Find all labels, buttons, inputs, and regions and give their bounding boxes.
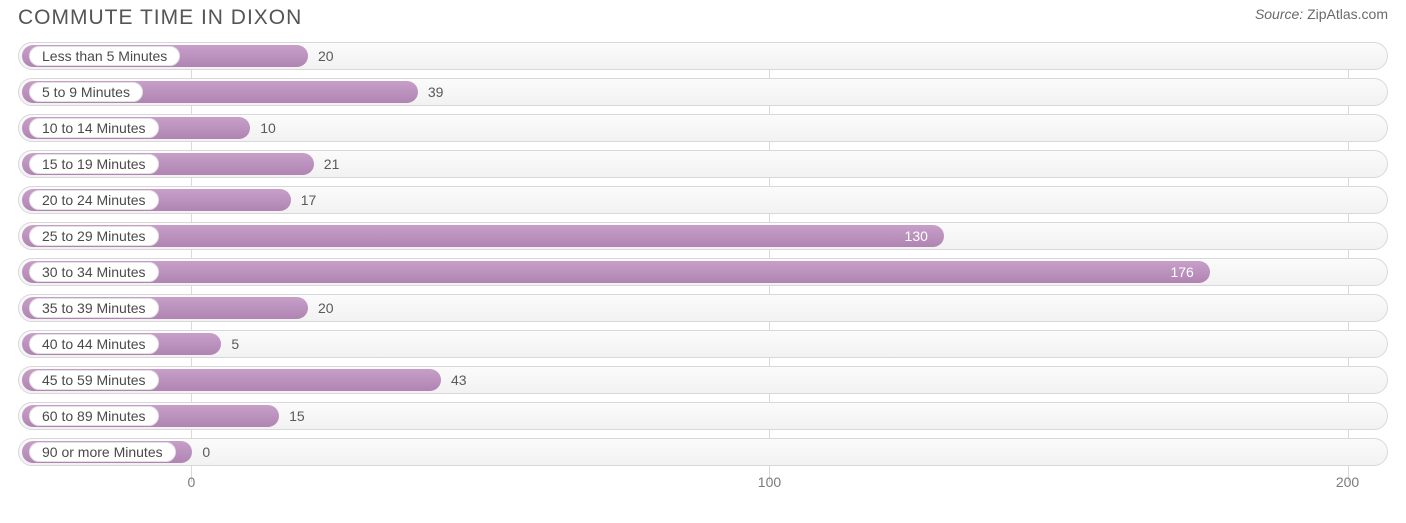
category-label: 35 to 39 Minutes: [29, 298, 159, 318]
category-label: 10 to 14 Minutes: [29, 118, 159, 138]
axis-tick: 0: [188, 474, 196, 490]
bar-row: 35 to 39 Minutes 20: [18, 294, 1388, 322]
bar-row: 90 or more Minutes 0: [18, 438, 1388, 466]
value-label: 21: [324, 151, 340, 177]
category-label: 15 to 19 Minutes: [29, 154, 159, 174]
chart-rows: Less than 5 Minutes 20 5 to 9 Minutes 39 10 …: [18, 42, 1388, 466]
chart-area: Less than 5 Minutes 20 5 to 9 Minutes 39 10 …: [18, 42, 1388, 482]
value-label: 43: [451, 367, 467, 393]
category-label: 5 to 9 Minutes: [29, 82, 143, 102]
value-label: 15: [289, 403, 305, 429]
bar-row: 15 to 19 Minutes 21: [18, 150, 1388, 178]
value-label: 5: [231, 331, 239, 357]
category-label: 20 to 24 Minutes: [29, 190, 159, 210]
category-label: 60 to 89 Minutes: [29, 406, 159, 426]
source-value: ZipAtlas.com: [1307, 6, 1388, 22]
value-label: 17: [301, 187, 317, 213]
x-axis: 0 100 200: [18, 474, 1388, 494]
bar-row: 45 to 59 Minutes 43: [18, 366, 1388, 394]
category-label: Less than 5 Minutes: [29, 46, 180, 66]
axis-tick: 100: [758, 474, 781, 490]
category-label: 45 to 59 Minutes: [29, 370, 159, 390]
value-label: 20: [318, 295, 334, 321]
bar-row: 20 to 24 Minutes 17: [18, 186, 1388, 214]
value-label: 20: [318, 43, 334, 69]
value-label: 39: [428, 79, 444, 105]
bar-row: 60 to 89 Minutes 15: [18, 402, 1388, 430]
category-label: 90 or more Minutes: [29, 442, 176, 462]
axis-tick: 200: [1336, 474, 1359, 490]
bar-row: Less than 5 Minutes 20: [18, 42, 1388, 70]
category-label: 30 to 34 Minutes: [29, 262, 159, 282]
source-label: Source:: [1255, 6, 1303, 22]
bar: [22, 261, 1210, 283]
bar: [22, 225, 944, 247]
chart-source: Source: ZipAtlas.com: [1255, 6, 1388, 22]
value-label: 0: [202, 439, 210, 465]
bar-row: 40 to 44 Minutes 5: [18, 330, 1388, 358]
bar-row: 10 to 14 Minutes 10: [18, 114, 1388, 142]
value-label: 176: [1170, 259, 1193, 285]
value-label: 130: [905, 223, 928, 249]
category-label: 40 to 44 Minutes: [29, 334, 159, 354]
chart-title: COMMUTE TIME IN DIXON: [18, 6, 302, 30]
bar-row: 25 to 29 Minutes 130: [18, 222, 1388, 250]
value-label: 10: [260, 115, 276, 141]
category-label: 25 to 29 Minutes: [29, 226, 159, 246]
chart-header: COMMUTE TIME IN DIXON Source: ZipAtlas.c…: [0, 0, 1406, 32]
bar-row: 5 to 9 Minutes 39: [18, 78, 1388, 106]
bar-row: 30 to 34 Minutes 176: [18, 258, 1388, 286]
